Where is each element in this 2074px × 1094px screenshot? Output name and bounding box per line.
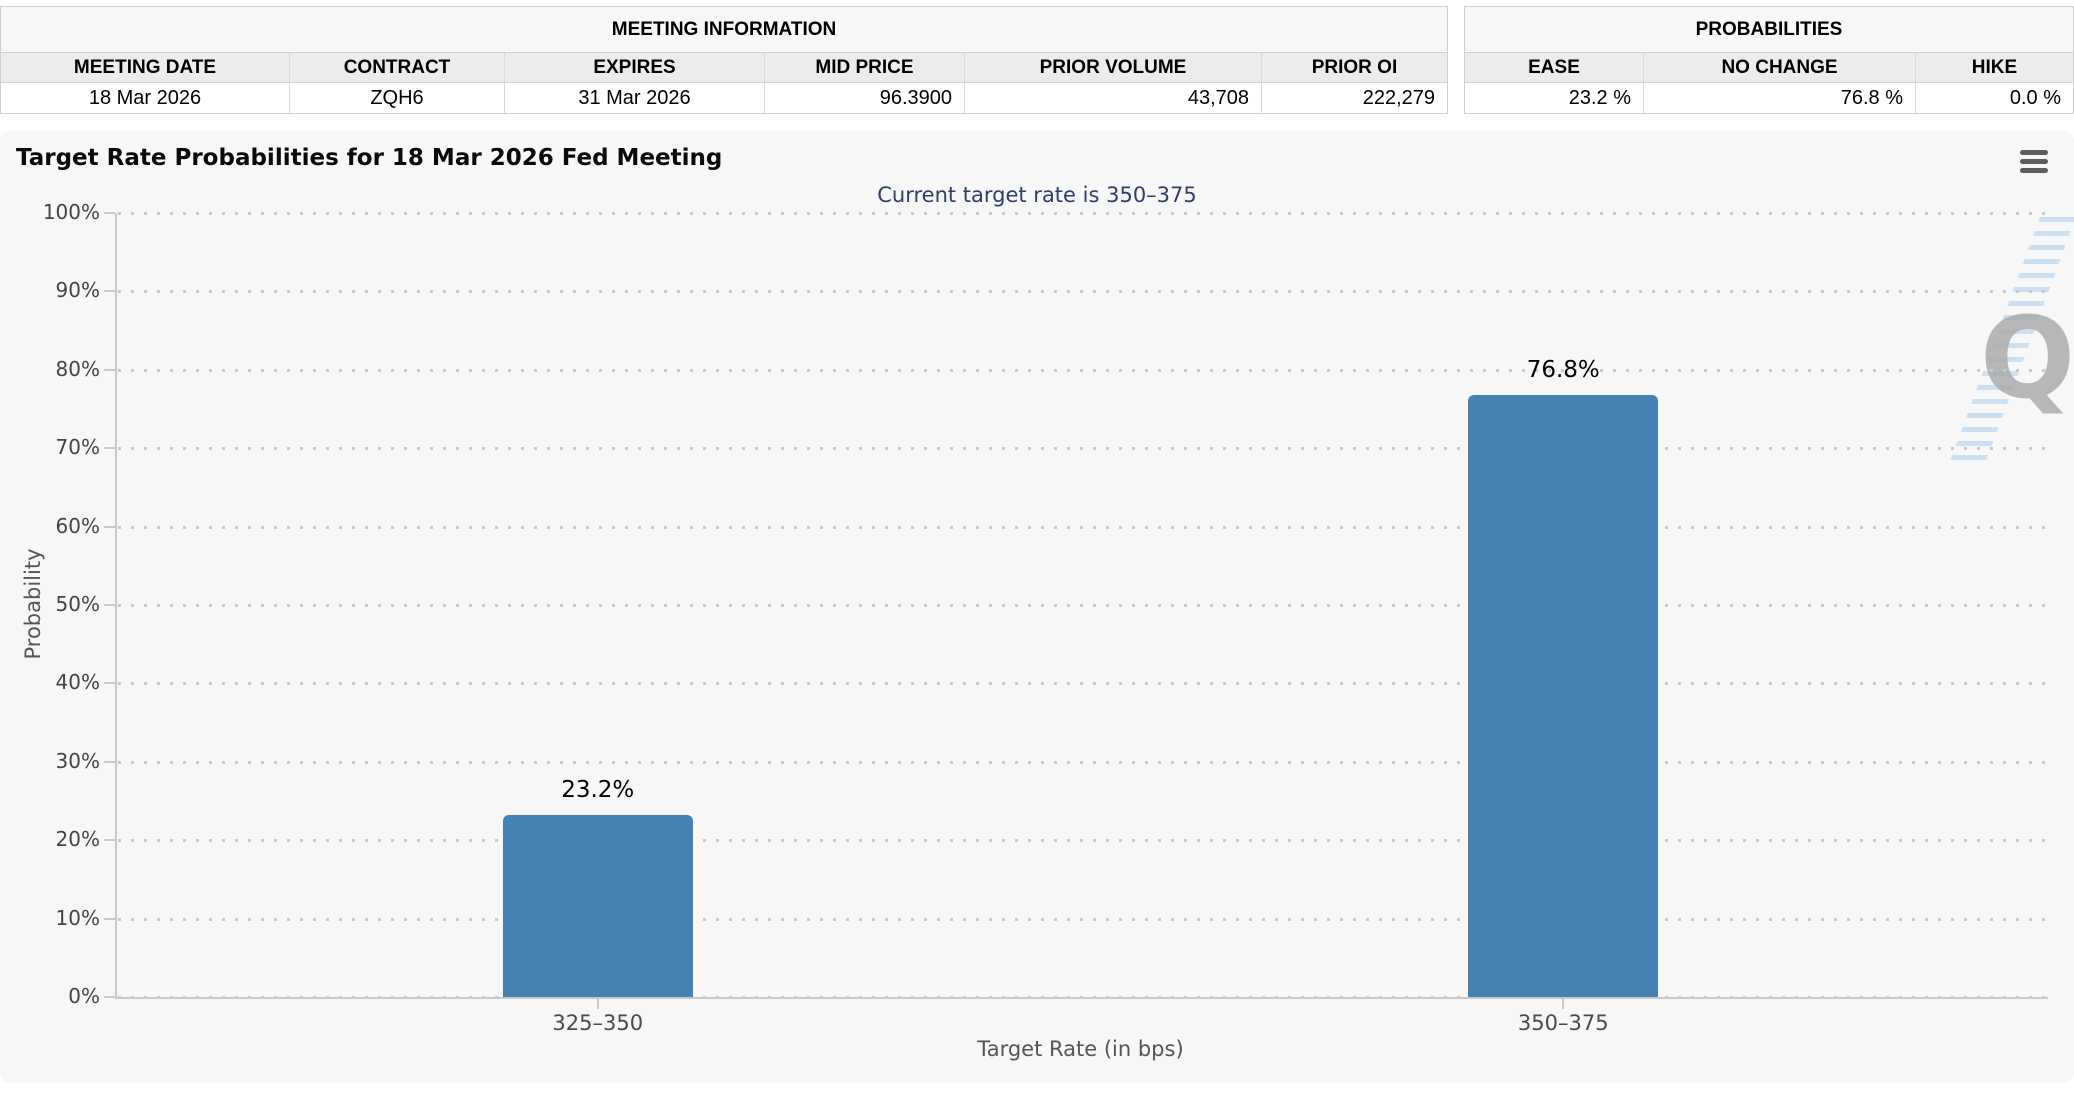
probability-bar[interactable] [1468,394,1659,997]
y-axis-label: 30% [55,748,100,773]
meeting-information-table: MEETING INFORMATION MEETING DATE CONTRAC… [0,6,1448,114]
prior-volume-value: 43,708 [965,83,1262,113]
y-axis-tick [104,760,115,763]
gridline [118,682,2046,686]
y-axis-line [115,213,117,999]
y-axis-label: 40% [55,670,100,695]
y-axis-label: 0% [68,984,100,1008]
chart-subtitle: Current target rate is 350–375 [877,183,1197,207]
contract-value: ZQH6 [290,83,505,113]
y-axis-tick [104,917,115,920]
meeting-date-value: 18 Mar 2026 [1,83,290,113]
gridline [118,290,2046,294]
ease-value: 23.2 % [1465,83,1644,113]
contract-header: CONTRACT [290,53,505,83]
meeting-information-section-title: MEETING INFORMATION [1,7,1447,53]
x-axis: 325–350 350–375 [115,999,2046,1059]
hamburger-menu-icon [2020,167,2048,173]
gridline [118,525,2046,529]
y-axis-tick [104,368,115,371]
y-axis-label: 10% [55,905,100,930]
no-change-value: 76.8 % [1644,83,1916,113]
prior-oi-value: 222,279 [1262,83,1447,113]
bar-data-label: 23.2% [561,777,635,804]
gridline [118,604,2046,607]
probabilities-table: PROBABILITIES EASE NO CHANGE HIKE 23.2 %… [1464,6,2074,114]
gridline [118,760,2046,764]
gridline [118,212,2046,215]
gridline [118,996,2046,999]
y-axis-tick [104,290,115,293]
bar-data-label: 76.8% [1526,356,1600,383]
expires-value: 31 Mar 2026 [505,83,765,113]
y-axis-tick [104,996,115,998]
y-axis-label: 70% [55,435,100,460]
probabilities-section-title: PROBABILITIES [1465,7,2073,53]
chart-title: Target Rate Probabilities for 18 Mar 202… [16,145,723,171]
plot-area: 23.2% 76.8% [115,213,2046,997]
mid-price-value: 96.3900 [765,83,965,113]
chart-context-menu-button[interactable] [2012,141,2056,181]
y-axis-label: 100% [42,200,100,224]
y-axis-tick [104,525,115,528]
x-axis-label: 350–375 [1517,1011,1609,1035]
prior-volume-header: PRIOR VOLUME [965,53,1262,83]
y-axis-tick [104,212,115,214]
y-axis-tick [104,447,115,450]
gridline [118,839,2046,843]
y-axis-label: 60% [55,513,100,538]
y-axis-label: 50% [55,592,100,616]
ease-header: EASE [1465,53,1644,83]
target-rate-probabilities-chart: Target Rate Probabilities for 18 Mar 202… [0,131,2074,1083]
meeting-date-header: MEETING DATE [1,53,290,83]
hamburger-menu-icon [2020,149,2048,155]
x-axis-title: Target Rate (in bps) [977,1037,1184,1061]
hike-value: 0.0 % [1916,83,2073,113]
mid-price-header: MID PRICE [765,53,965,83]
gridline [118,447,2046,451]
x-axis-tick [596,999,599,1009]
y-axis-label: 20% [55,827,100,852]
gridline [118,917,2046,921]
probability-bar[interactable] [502,815,693,997]
x-axis-tick [1562,999,1565,1009]
gridline [118,368,2046,372]
y-axis-label: 80% [55,356,100,381]
x-axis-label: 325–350 [552,1011,644,1035]
top-info-tables: MEETING INFORMATION MEETING DATE CONTRAC… [0,6,2074,114]
hike-header: HIKE [1916,53,2073,83]
prior-oi-header: PRIOR OI [1262,53,1447,83]
no-change-header: NO CHANGE [1644,53,1916,83]
y-axis-tick [104,682,115,685]
y-axis-tick [104,839,115,842]
expires-header: EXPIRES [505,53,765,83]
y-axis-label: 90% [55,278,100,303]
hamburger-menu-icon [2020,158,2048,164]
y-axis-tick [104,604,115,606]
